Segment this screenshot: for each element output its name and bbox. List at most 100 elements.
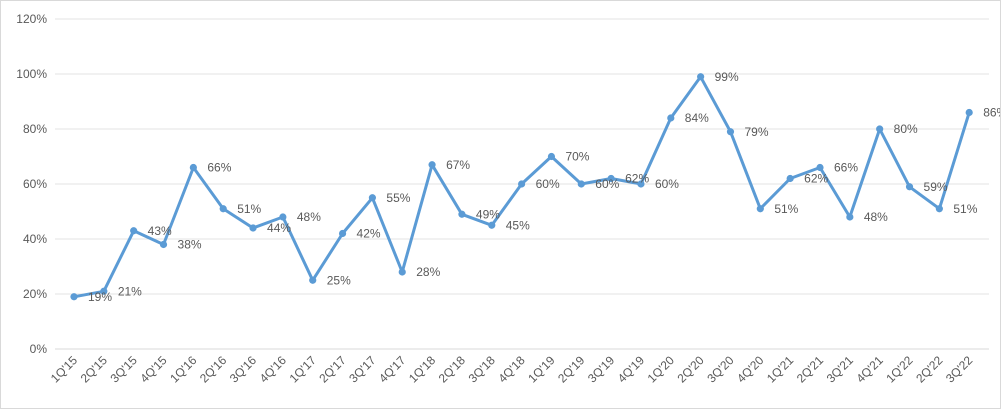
- data-labels: 19% 21% 43% 38% 66% 51% 44% 48% 25% 42% 55% 28% 67% 4…: [88, 70, 1001, 304]
- data-label: 44%: [267, 221, 291, 235]
- data-point: [935, 205, 943, 213]
- x-axis: 1Q'152Q'153Q'154Q'151Q'162Q'163Q'164Q'16…: [48, 353, 976, 386]
- data-point: [547, 152, 556, 161]
- data-point: [756, 205, 764, 213]
- y-tick-label: 40%: [23, 232, 47, 246]
- data-label: 62%: [804, 172, 828, 186]
- data-point: [786, 174, 794, 183]
- y-tick-label: 0%: [30, 342, 48, 356]
- x-tick-label: 4Q'19: [615, 353, 648, 386]
- data-label: 45%: [506, 218, 530, 232]
- series-line-group: [70, 73, 973, 301]
- data-point: [368, 194, 376, 202]
- data-label: 99%: [715, 70, 739, 84]
- data-point: [130, 227, 138, 235]
- x-tick-label: 2Q'18: [436, 353, 469, 386]
- data-label: 66%: [834, 161, 858, 175]
- data-label: 38%: [178, 238, 202, 252]
- data-label: 48%: [297, 210, 321, 224]
- data-point: [697, 73, 705, 81]
- data-point: [309, 276, 317, 284]
- data-point: [70, 293, 78, 301]
- data-label: 70%: [565, 150, 589, 164]
- data-point: [876, 125, 884, 133]
- data-point: [159, 240, 168, 249]
- data-label: 79%: [744, 125, 768, 139]
- x-tick-label: 2Q'19: [555, 353, 588, 386]
- data-point: [577, 180, 585, 188]
- data-point: [279, 213, 287, 221]
- data-point: [428, 161, 436, 169]
- data-label: 86%: [983, 106, 1000, 120]
- x-tick-label: 1Q'21: [764, 353, 797, 386]
- x-tick-label: 2Q'15: [78, 353, 111, 386]
- data-label: 51%: [774, 202, 798, 216]
- data-point: [189, 163, 197, 172]
- x-tick-label: 1Q'16: [167, 353, 200, 386]
- x-tick-label: 4Q'18: [495, 353, 528, 386]
- data-label: 19%: [88, 290, 112, 304]
- x-tick-label: 1Q'18: [406, 353, 439, 386]
- data-point: [398, 268, 406, 276]
- x-tick-label: 4Q'16: [257, 353, 290, 386]
- data-point: [667, 114, 675, 122]
- x-tick-label: 1Q'17: [287, 353, 320, 386]
- data-label: 60%: [536, 177, 560, 191]
- data-label: 66%: [207, 161, 231, 175]
- data-label: 43%: [148, 224, 172, 238]
- data-label: 48%: [864, 210, 888, 224]
- y-tick-label: 100%: [16, 67, 47, 81]
- x-tick-label: 2Q'21: [794, 353, 827, 386]
- x-tick-label: 1Q'15: [48, 353, 81, 386]
- x-tick-label: 3Q'17: [346, 353, 379, 386]
- data-label: 62%: [625, 172, 649, 186]
- data-point: [607, 174, 615, 183]
- data-point: [905, 183, 914, 191]
- y-tick-label: 60%: [23, 177, 47, 191]
- data-point: [846, 213, 854, 221]
- y-tick-label: 120%: [16, 12, 47, 26]
- data-label: 55%: [386, 191, 410, 205]
- y-tick-label: 80%: [23, 122, 47, 136]
- x-tick-label: 3Q'19: [585, 353, 618, 386]
- x-tick-label: 3Q'15: [108, 353, 141, 386]
- x-tick-label: 2Q'22: [913, 353, 946, 386]
- y-tick-label: 20%: [23, 287, 47, 301]
- data-label: 49%: [476, 207, 500, 221]
- data-point: [338, 229, 347, 238]
- x-tick-label: 4Q'17: [376, 353, 409, 386]
- data-label: 51%: [237, 202, 261, 216]
- x-tick-label: 3Q'16: [227, 353, 260, 386]
- data-label: 21%: [118, 284, 142, 298]
- x-tick-label: 3Q'21: [824, 353, 857, 386]
- data-point: [518, 180, 526, 188]
- x-tick-label: 2Q'16: [197, 353, 230, 386]
- x-tick-label: 4Q'20: [734, 353, 767, 386]
- data-point: [249, 224, 257, 232]
- x-tick-label: 1Q'20: [645, 353, 678, 386]
- data-point: [726, 128, 735, 136]
- x-tick-label: 4Q'15: [137, 353, 170, 386]
- data-point: [965, 108, 973, 117]
- data-label: 28%: [416, 265, 440, 279]
- data-label: 51%: [953, 202, 977, 216]
- x-tick-label: 1Q'19: [525, 353, 558, 386]
- data-point: [637, 180, 645, 188]
- data-label: 25%: [327, 273, 351, 287]
- data-label: 80%: [894, 122, 918, 136]
- data-point: [458, 210, 466, 218]
- data-point: [488, 221, 496, 229]
- x-tick-label: 4Q'21: [854, 353, 887, 386]
- x-tick-label: 3Q'22: [943, 353, 976, 386]
- x-tick-label: 3Q'18: [466, 353, 499, 386]
- x-tick-label: 2Q'17: [316, 353, 349, 386]
- data-label: 84%: [685, 111, 709, 125]
- data-label: 59%: [924, 180, 948, 194]
- data-label: 42%: [357, 227, 381, 241]
- x-tick-label: 3Q'20: [704, 353, 737, 386]
- data-label: 67%: [446, 158, 470, 172]
- y-axis: 0% 20% 40% 60% 80% 100% 120%: [16, 12, 47, 356]
- data-label: 60%: [655, 177, 679, 191]
